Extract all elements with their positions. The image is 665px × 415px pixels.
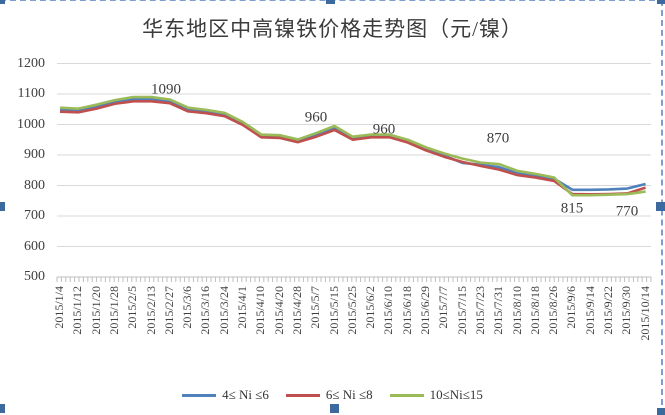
- series-line: [59, 97, 646, 192]
- selection-handle-bottom-left[interactable]: [0, 404, 5, 413]
- x-axis-label: 2015/5/15: [326, 286, 341, 335]
- x-axis-label: 2015/1/4: [52, 286, 66, 329]
- legend-item: 10≤Ni≤15: [389, 387, 483, 403]
- selection-handle-right-mid[interactable]: [656, 202, 665, 211]
- data-label: 815: [560, 200, 584, 217]
- x-axis-label: 2015/9/30: [619, 286, 634, 335]
- legend: 4≤ Ni ≤6 6≤ Ni ≤8 10≤Ni≤15: [0, 387, 665, 403]
- x-axis-label: 2015/8/18: [527, 286, 542, 335]
- y-axis-label: 1100: [17, 86, 45, 101]
- x-axis-label: 2015/7/31: [491, 286, 506, 335]
- x-axis-label: 2015/6/18: [399, 286, 414, 335]
- x-axis-label: 2015/7/7: [436, 286, 451, 329]
- legend-line-marker: [182, 393, 217, 397]
- x-axis-label: 2015/1/28: [106, 286, 121, 335]
- data-label: 960: [372, 121, 396, 138]
- legend-line-marker: [285, 393, 320, 397]
- selection-handle-bottom-right[interactable]: [657, 408, 665, 415]
- y-axis-label: 500: [24, 269, 45, 284]
- x-axis-label: 2015/4/10: [253, 286, 268, 335]
- selection-handle-bottom-mid[interactable]: [330, 404, 339, 413]
- selection-handle-top-left[interactable]: [0, 0, 5, 4]
- legend-item: 6≤ Ni ≤8: [285, 387, 373, 403]
- legend-label: 6≤ Ni ≤8: [325, 387, 373, 402]
- data-label: 770: [615, 203, 639, 220]
- x-axis-label: 2015/8/26: [546, 286, 561, 335]
- legend-label: 4≤ Ni ≤6: [222, 387, 269, 402]
- legend-label: 10≤Ni≤15: [429, 387, 483, 402]
- x-axis-label: 2015/3/24: [216, 286, 231, 335]
- data-label: 1090: [151, 81, 181, 98]
- x-axis-label: 2015/4/28: [289, 286, 304, 335]
- x-axis-label: 2015/9/6: [564, 286, 579, 329]
- data-label: 870: [486, 130, 510, 147]
- x-axis-label: 2015/5/25: [344, 286, 359, 335]
- data-label: 960: [304, 109, 328, 126]
- x-axis-label: 2015/1/20: [88, 286, 103, 335]
- chart-title: 华东地区中高镍铁价格走势图（元/镍）: [142, 17, 523, 41]
- x-axis-label: 2015/3/16: [198, 286, 213, 335]
- y-axis-label: 900: [24, 147, 45, 162]
- y-axis-label: 700: [24, 208, 45, 223]
- x-axis-label: 2015/6/2: [363, 286, 378, 329]
- x-axis-label: 2015/10/14: [637, 286, 652, 341]
- selection-handle-top-mid[interactable]: [326, 0, 335, 4]
- x-axis-label: 2015/2/13: [143, 286, 158, 335]
- x-axis-label: 2015/9/22: [601, 286, 615, 335]
- x-axis-label: 2015/3/6: [180, 286, 195, 329]
- x-axis-label: 2015/2/5: [125, 286, 140, 329]
- x-axis-label: 2015/1/12: [70, 286, 85, 335]
- x-axis-label: 2015/6/10: [381, 286, 396, 335]
- x-axis-label: 2015/2/27: [161, 286, 176, 335]
- series-line: [59, 95, 646, 197]
- y-axis-label: 1200: [17, 55, 45, 71]
- x-axis-label: 2015/5/7: [308, 286, 323, 329]
- series-line: [59, 100, 646, 196]
- selection-handle-top-right[interactable]: [657, 0, 665, 4]
- y-axis-label: 600: [24, 238, 45, 254]
- y-axis-label: 1000: [17, 116, 45, 132]
- x-axis-label: 2015/4/20: [271, 286, 286, 335]
- legend-item: 4≤ Ni ≤6: [182, 387, 269, 403]
- x-axis-label: 2015/7/15: [454, 286, 469, 335]
- x-axis-label: 2015/4/1: [235, 286, 249, 329]
- legend-line-marker: [389, 393, 424, 397]
- x-axis-label: 2015/7/23: [472, 286, 487, 335]
- y-axis-label: 800: [24, 177, 45, 193]
- x-axis-label: 2015/9/14: [582, 286, 597, 335]
- x-axis-label: 2015/6/29: [418, 286, 432, 335]
- selection-handle-left-mid[interactable]: [0, 202, 5, 211]
- x-axis-label: 2015/8/10: [509, 286, 524, 335]
